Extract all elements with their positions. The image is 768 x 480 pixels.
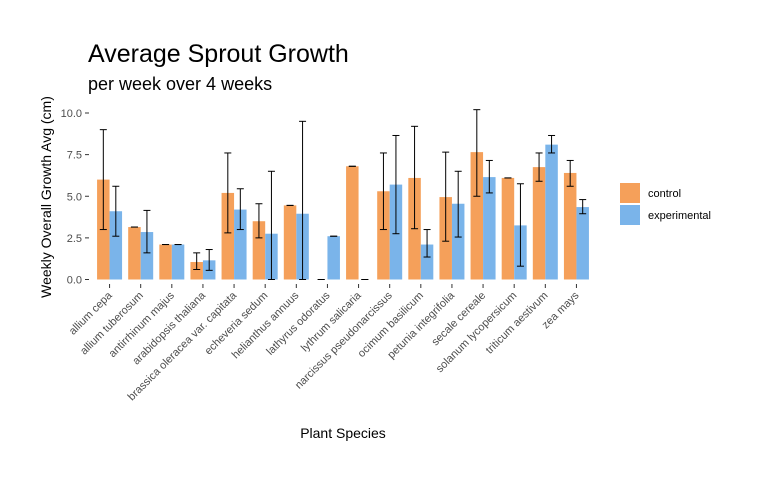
bar-control bbox=[128, 227, 141, 280]
legend-swatch-experimental bbox=[620, 205, 640, 225]
legend-label-control: control bbox=[648, 188, 681, 200]
error-bar-experimental bbox=[236, 188, 244, 231]
legend-swatch-control bbox=[620, 183, 640, 203]
error-bar-experimental bbox=[548, 134, 556, 154]
bar-experimental bbox=[420, 244, 434, 280]
error-bar-control bbox=[99, 129, 107, 231]
x-tick-label: secale cereale bbox=[430, 290, 489, 349]
error-bar-control bbox=[379, 152, 387, 231]
y-tick-label: 5.0 bbox=[67, 191, 82, 203]
y-tick-label: 10.0 bbox=[61, 108, 82, 120]
error-bar-control bbox=[193, 252, 201, 271]
legend: control experimental bbox=[620, 183, 711, 225]
bar-control bbox=[377, 191, 390, 280]
bar-experimental bbox=[483, 177, 496, 280]
bars-layer bbox=[97, 144, 589, 280]
chart-subtitle: per week over 4 weeks bbox=[88, 74, 272, 94]
bar-experimental bbox=[140, 232, 154, 280]
error-bar-experimental bbox=[579, 199, 587, 215]
error-bar-control bbox=[473, 109, 481, 197]
error-bar-experimental bbox=[267, 170, 275, 280]
error-bar-experimental bbox=[143, 209, 151, 254]
bar-control bbox=[283, 205, 297, 280]
legend-label-experimental: experimental bbox=[648, 210, 711, 222]
bar-control bbox=[470, 152, 484, 280]
bar-experimental bbox=[576, 207, 589, 280]
error-bars-layer bbox=[99, 109, 587, 280]
y-tick-label: 7.5 bbox=[67, 150, 82, 162]
x-axis-title: Plant Species bbox=[300, 425, 386, 441]
chart-title: Average Sprout Growth bbox=[88, 40, 349, 68]
bar-control bbox=[346, 166, 359, 280]
bar-control bbox=[159, 244, 172, 280]
bar-experimental bbox=[545, 144, 558, 280]
y-tick-label: 0.0 bbox=[67, 275, 82, 287]
bar-experimental bbox=[234, 209, 247, 280]
error-bar-experimental bbox=[485, 159, 493, 194]
bar-experimental bbox=[327, 236, 340, 280]
bar-control bbox=[501, 177, 515, 280]
bar-experimental bbox=[171, 244, 185, 280]
y-tick-label: 2.5 bbox=[67, 233, 82, 245]
error-bar-control bbox=[535, 152, 543, 182]
y-axis: 0.0 2.5 5.0 7.5 10.0 bbox=[61, 108, 89, 287]
bar-control bbox=[190, 262, 203, 280]
error-bar-experimental bbox=[112, 185, 120, 237]
error-bar-experimental bbox=[205, 249, 213, 271]
bar-experimental bbox=[451, 203, 465, 280]
bar-experimental bbox=[109, 211, 123, 280]
bar-control bbox=[563, 172, 577, 280]
error-bar-control bbox=[224, 152, 232, 234]
bar-control bbox=[532, 167, 546, 280]
error-bar-experimental bbox=[516, 183, 524, 267]
y-axis-title: Weekly Overall Growth Avg (cm) bbox=[38, 96, 54, 298]
error-bar-control bbox=[255, 203, 263, 239]
bar-control bbox=[252, 221, 266, 280]
error-bar-control bbox=[566, 159, 574, 187]
error-bar-experimental bbox=[392, 134, 400, 235]
error-bar-experimental bbox=[454, 170, 462, 238]
bar-control bbox=[221, 192, 235, 280]
error-bar-control bbox=[411, 125, 419, 230]
error-bar-experimental bbox=[299, 120, 307, 280]
error-bar-experimental bbox=[423, 229, 431, 258]
error-bar-control bbox=[442, 151, 450, 242]
